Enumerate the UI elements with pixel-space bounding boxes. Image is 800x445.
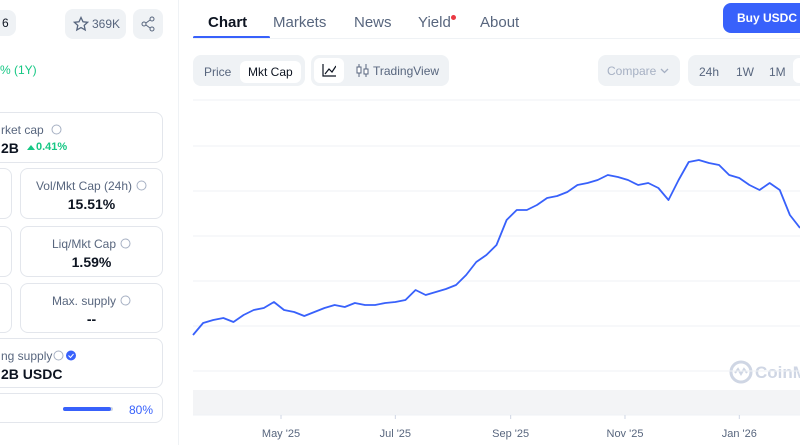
tab[interactable]: About (480, 14, 520, 31)
notification-dot (451, 15, 456, 20)
change-period: % (1Y) (0, 63, 37, 77)
range-option[interactable]: 1W (736, 65, 754, 79)
compare-label: Compare (607, 64, 657, 78)
stat-value: 2B USDC (1, 366, 63, 382)
share-button[interactable] (133, 9, 163, 39)
price-line (192, 159, 800, 336)
stat-card: Max. supply -- (20, 283, 163, 333)
range-toggle: 24h 1W 1M (688, 55, 800, 86)
line-option[interactable] (314, 58, 344, 83)
tradingview-option[interactable]: TradingView (373, 64, 440, 78)
active-tab-underline (193, 36, 270, 39)
x-tick-label: Sep '25 (492, 428, 529, 440)
stat-label: Vol/Mkt Cap (24h) (21, 179, 162, 193)
info-icon (120, 238, 131, 249)
progress-track (63, 407, 113, 411)
line-icon (322, 64, 336, 77)
stat-card: Vol/Mkt Cap (24h) 15.51% (20, 168, 163, 219)
watchlist-count: 369K (92, 17, 121, 31)
stat-value: 2B (1, 140, 19, 156)
tab[interactable]: Yield (418, 14, 451, 31)
stat-card (0, 168, 12, 219)
stat-card (0, 283, 12, 333)
compare-dropdown[interactable]: Compare (598, 55, 680, 86)
stat-value: 15.51% (67, 196, 116, 212)
stat-label: ng supply (1, 349, 53, 363)
stat-label: Max. supply (21, 294, 162, 308)
metric-option[interactable]: Price (204, 65, 232, 79)
volume-band (193, 390, 800, 415)
x-tick-label: Jan '26 (722, 428, 757, 440)
metric-toggle: Price Mkt Cap (193, 55, 305, 86)
stat-card: Liq/Mkt Cap 1.59% (20, 226, 163, 277)
tabs-divider (193, 38, 800, 39)
info-icon (120, 295, 131, 306)
x-tick-label: Nov '25 (607, 428, 644, 440)
x-tick-label: Jul '25 (380, 428, 411, 440)
stat-card (0, 226, 12, 277)
stat-value: 1.59% (71, 254, 112, 270)
info-icon (51, 124, 62, 135)
stat-label: rket cap (1, 123, 44, 137)
tab[interactable]: Chart (208, 14, 248, 31)
chart-type-toggle: TradingView (311, 55, 449, 86)
watchlist-button[interactable]: 369K (65, 9, 126, 39)
share-icon (141, 16, 155, 32)
buy-button-label: Buy USDC (737, 11, 798, 25)
stat-change: 0.41% (36, 141, 68, 153)
rank-pill: 6 (0, 10, 16, 36)
info-icon (53, 350, 76, 361)
buy-button[interactable]: Buy USDC (723, 3, 800, 33)
divider (178, 0, 179, 445)
chevron (660, 68, 669, 74)
stat-label: Liq/Mkt Cap (21, 237, 162, 251)
progress-card: 80% (0, 393, 163, 423)
info-icon (136, 180, 147, 191)
rank: 6 (2, 16, 9, 30)
star-icon (73, 16, 89, 32)
metric-option[interactable]: Mkt Cap (240, 61, 301, 83)
watermark: CoinM (755, 363, 800, 382)
watermark-logo (729, 360, 753, 384)
up-arrow (27, 145, 35, 150)
candle-icon (356, 64, 369, 77)
progress-label: 80% (129, 403, 154, 417)
tab[interactable]: Markets (273, 14, 327, 31)
range-option[interactable]: 24h (699, 65, 720, 79)
x-tick-label: May '25 (262, 428, 300, 440)
stat-value: -- (86, 311, 97, 327)
range-option[interactable]: 1M (769, 65, 786, 79)
tab[interactable]: News (354, 14, 392, 31)
progress-fill (63, 407, 111, 411)
market-cap-card: rket cap 2B 0.41% (0, 112, 163, 163)
range-option-active[interactable] (793, 58, 800, 83)
supply-card: ng supply 2B USDC (0, 338, 163, 388)
